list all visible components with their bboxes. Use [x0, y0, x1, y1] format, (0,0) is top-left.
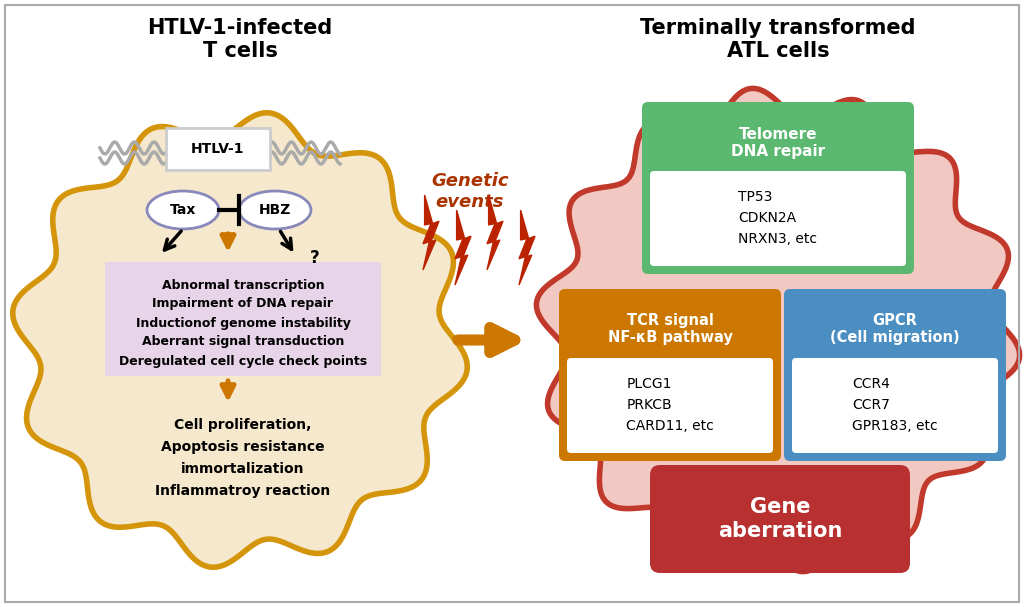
Text: Aberrant signal transduction: Aberrant signal transduction [141, 336, 344, 348]
Text: Apoptosis resistance: Apoptosis resistance [161, 440, 325, 454]
Text: Deregulated cell cycle check points: Deregulated cell cycle check points [119, 354, 367, 367]
Polygon shape [519, 210, 535, 285]
FancyBboxPatch shape [642, 102, 914, 274]
Polygon shape [455, 210, 471, 285]
Text: Telomere
DNA repair: Telomere DNA repair [731, 127, 825, 159]
Text: Terminally transformed
ATL cells: Terminally transformed ATL cells [640, 18, 915, 61]
Text: Impairment of DNA repair: Impairment of DNA repair [153, 297, 334, 311]
Text: HTLV-1-infected
T cells: HTLV-1-infected T cells [147, 18, 333, 61]
Ellipse shape [239, 191, 311, 229]
Text: HTLV-1: HTLV-1 [191, 142, 245, 156]
Text: Inflammatroy reaction: Inflammatroy reaction [156, 484, 331, 498]
Text: immortalization: immortalization [181, 462, 305, 476]
FancyBboxPatch shape [559, 289, 781, 461]
FancyBboxPatch shape [166, 128, 270, 170]
Text: PLCG1
PRKCB
CARD11, etc: PLCG1 PRKCB CARD11, etc [626, 378, 714, 433]
Text: Cell proliferation,: Cell proliferation, [174, 418, 311, 432]
FancyBboxPatch shape [650, 465, 910, 573]
FancyBboxPatch shape [650, 171, 906, 266]
Polygon shape [423, 195, 439, 270]
FancyBboxPatch shape [784, 289, 1006, 461]
Polygon shape [487, 195, 503, 270]
FancyBboxPatch shape [567, 358, 773, 453]
Polygon shape [12, 113, 467, 568]
FancyBboxPatch shape [105, 262, 381, 376]
Text: Genetic
events: Genetic events [431, 172, 509, 211]
Text: CCR4
CCR7
GPR183, etc: CCR4 CCR7 GPR183, etc [852, 378, 938, 433]
Text: ?: ? [310, 249, 319, 267]
Text: Abnormal transcription: Abnormal transcription [162, 279, 325, 291]
Text: TP53
CDKN2A
NRXN3, etc: TP53 CDKN2A NRXN3, etc [738, 191, 817, 246]
FancyBboxPatch shape [792, 358, 998, 453]
Polygon shape [537, 89, 1020, 572]
Text: GPCR
(Cell migration): GPCR (Cell migration) [830, 313, 959, 345]
Text: Gene
aberration: Gene aberration [718, 497, 842, 541]
Text: Tax: Tax [170, 203, 197, 217]
Text: TCR signal
NF-κB pathway: TCR signal NF-κB pathway [607, 313, 732, 345]
Ellipse shape [147, 191, 219, 229]
Text: HBZ: HBZ [259, 203, 291, 217]
Text: Inductionof genome instability: Inductionof genome instability [135, 316, 350, 330]
